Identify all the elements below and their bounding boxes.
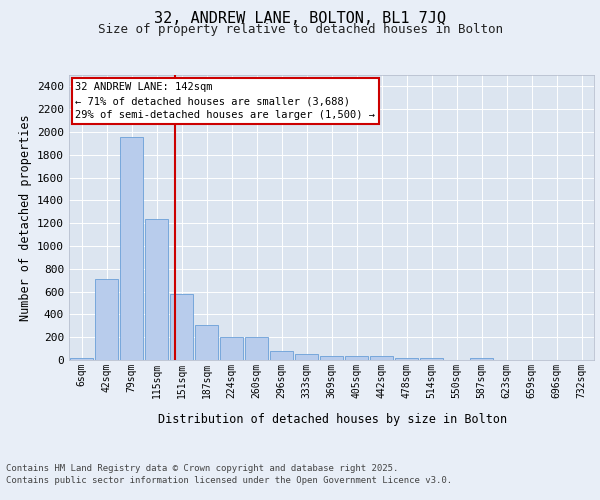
Bar xyxy=(345,356,368,360)
Text: Size of property relative to detached houses in Bolton: Size of property relative to detached ho… xyxy=(97,22,503,36)
Bar xyxy=(145,218,168,360)
Bar xyxy=(195,325,218,360)
Bar xyxy=(245,337,268,360)
Bar xyxy=(370,356,393,360)
Text: Distribution of detached houses by size in Bolton: Distribution of detached houses by size … xyxy=(158,412,508,426)
Bar xyxy=(170,294,193,360)
Y-axis label: Number of detached properties: Number of detached properties xyxy=(19,114,32,321)
Text: Contains public sector information licensed under the Open Government Licence v3: Contains public sector information licen… xyxy=(6,476,452,485)
Bar xyxy=(295,354,318,360)
Text: 32 ANDREW LANE: 142sqm
← 71% of detached houses are smaller (3,688)
29% of semi-: 32 ANDREW LANE: 142sqm ← 71% of detached… xyxy=(76,82,376,120)
Bar xyxy=(320,356,343,360)
Text: 32, ANDREW LANE, BOLTON, BL1 7JQ: 32, ANDREW LANE, BOLTON, BL1 7JQ xyxy=(154,11,446,26)
Bar xyxy=(220,337,243,360)
Bar xyxy=(470,358,493,360)
Bar xyxy=(420,358,443,360)
Bar xyxy=(70,358,93,360)
Bar xyxy=(120,136,143,360)
Bar xyxy=(395,358,418,360)
Bar xyxy=(270,351,293,360)
Text: Contains HM Land Registry data © Crown copyright and database right 2025.: Contains HM Land Registry data © Crown c… xyxy=(6,464,398,473)
Bar xyxy=(95,279,118,360)
